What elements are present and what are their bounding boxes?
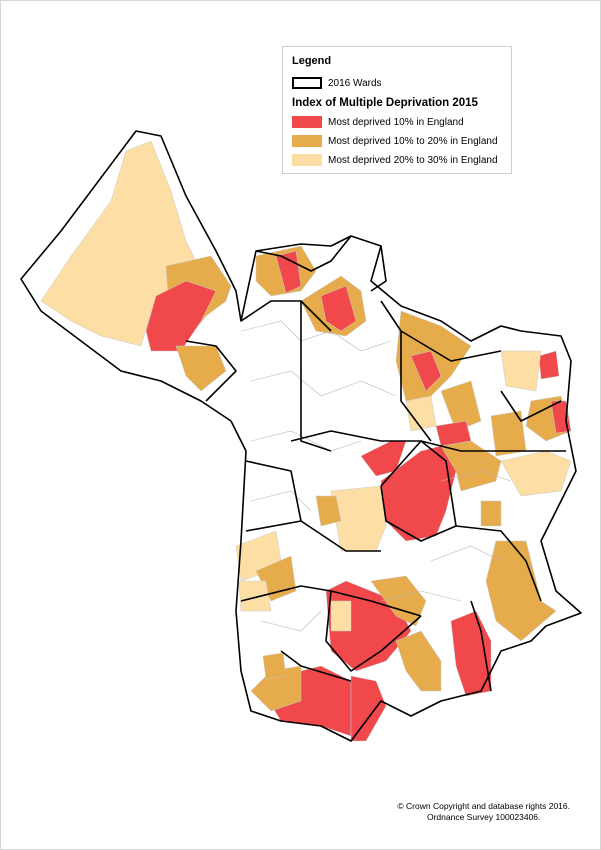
- legend-label: 2016 Wards: [328, 77, 382, 89]
- area: [320, 285, 357, 332]
- area: [315, 495, 342, 527]
- area: [440, 380, 482, 432]
- legend-label: Most deprived 20% to 30% in England: [328, 154, 498, 166]
- swatch: [292, 116, 322, 128]
- area: [238, 580, 272, 612]
- area: [440, 440, 502, 492]
- area: [485, 540, 557, 642]
- area: [330, 485, 387, 552]
- patches: [40, 140, 572, 742]
- area: [500, 450, 572, 497]
- area: [538, 350, 560, 380]
- area: [330, 600, 352, 632]
- legend-label: Most deprived 10% to 20% in England: [328, 135, 498, 147]
- legend: Legend 2016 Wards Index of Multiple Depr…: [282, 46, 512, 174]
- ward-boundaries: [20, 130, 582, 742]
- legend-heading: Index of Multiple Deprivation 2015: [292, 97, 478, 109]
- area: [262, 652, 287, 680]
- area: [500, 350, 542, 392]
- footer: © Crown Copyright and database rights 20…: [397, 801, 570, 823]
- footer-line: © Crown Copyright and database rights 20…: [397, 801, 570, 811]
- lsoa-lines: [240, 320, 512, 632]
- area: [490, 410, 527, 457]
- area: [380, 445, 457, 542]
- legend-row: Most deprived 10% in England: [292, 115, 464, 129]
- area: [175, 345, 227, 392]
- area: [395, 630, 442, 692]
- legend-title: Legend: [292, 55, 332, 67]
- area: [350, 675, 387, 742]
- area: [480, 500, 502, 527]
- area: [395, 310, 472, 402]
- legend-label: Most deprived 10% in England: [328, 116, 464, 128]
- area: [410, 350, 442, 392]
- legend-row: Most deprived 10% to 20% in England: [292, 134, 498, 148]
- swatch: [292, 154, 322, 166]
- footer-line: Ordnance Survey 100023406.: [426, 812, 541, 822]
- area: [360, 440, 407, 477]
- legend-row: Most deprived 20% to 30% in England: [292, 153, 498, 167]
- area: [275, 250, 302, 294]
- area: [145, 280, 217, 352]
- swatch: [292, 135, 322, 147]
- swatch: [292, 77, 322, 89]
- legend-row: 2016 Wards: [292, 76, 382, 90]
